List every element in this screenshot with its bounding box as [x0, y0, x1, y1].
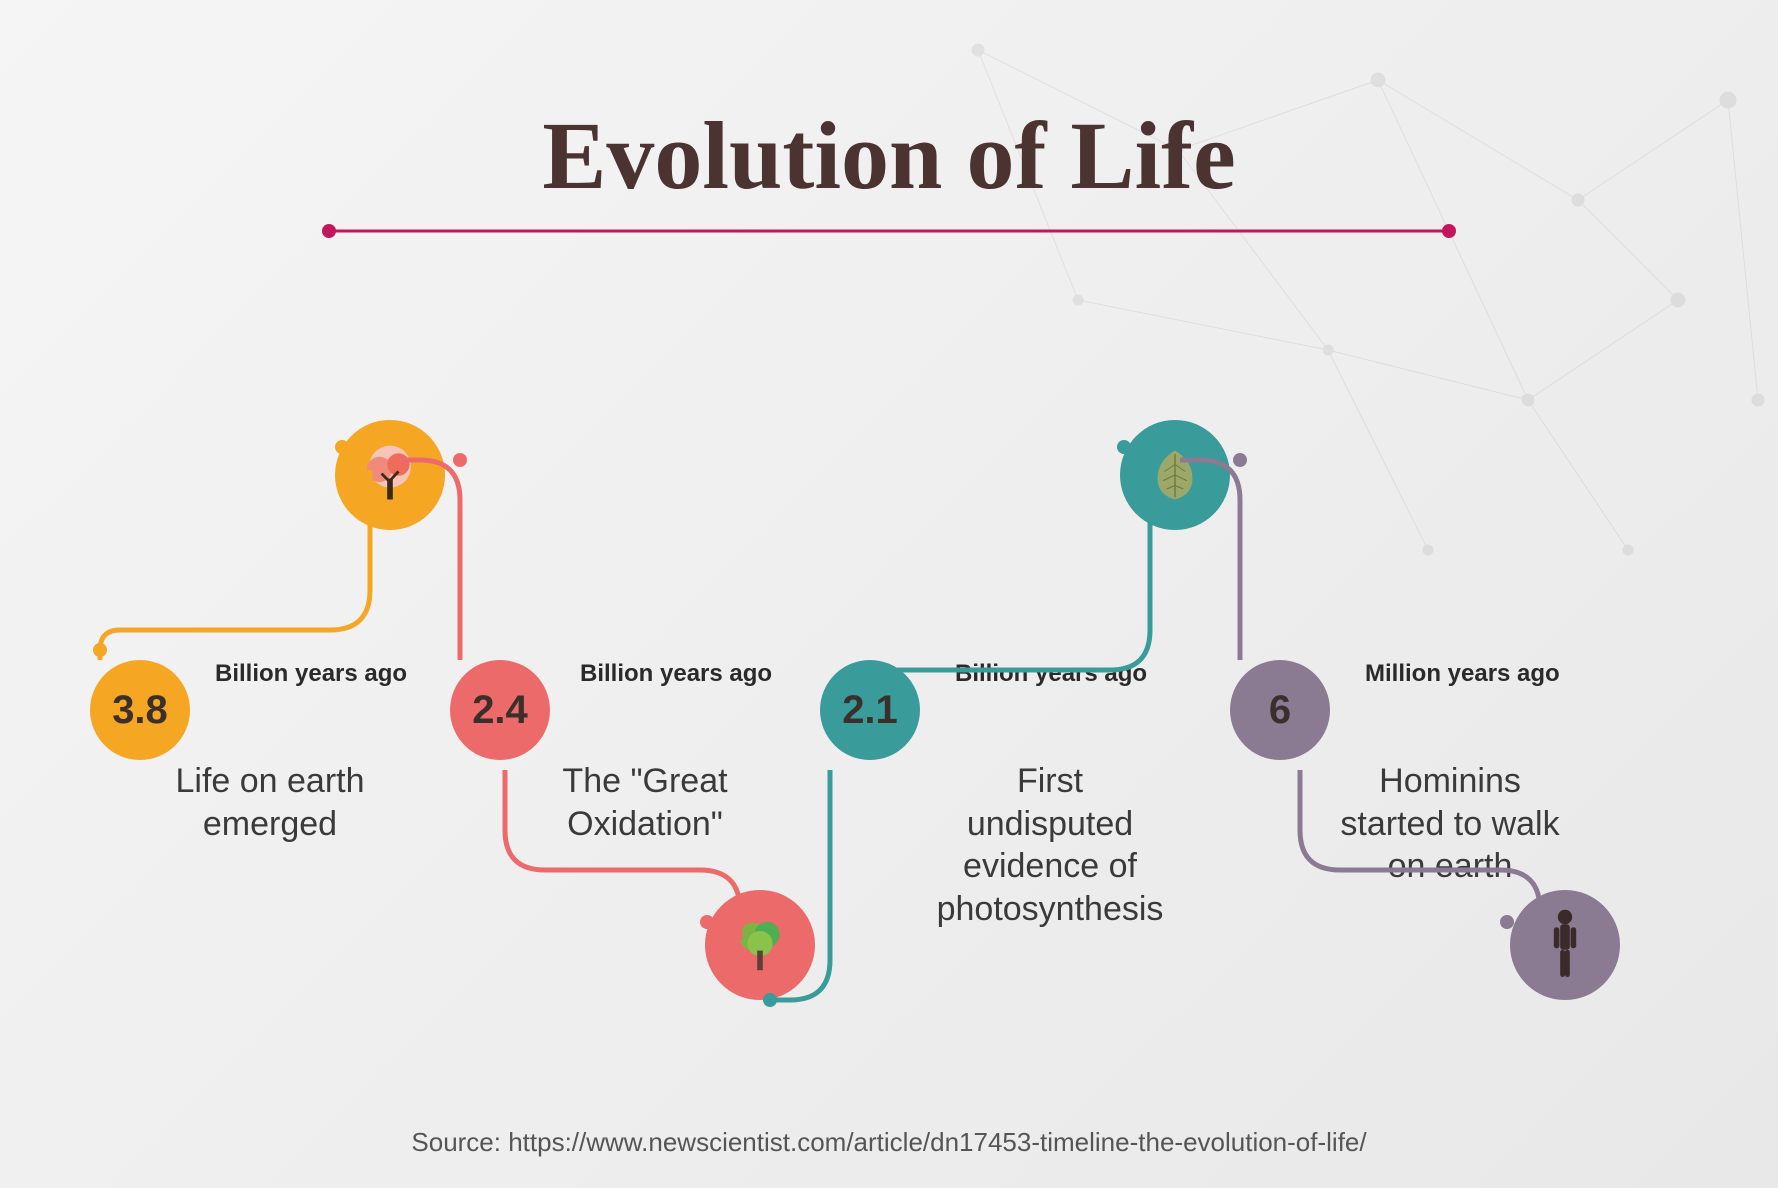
connector-down-3	[0, 400, 1778, 1100]
title-section: Evolution of Life	[0, 0, 1778, 241]
timeline: 3.8Billion years agoLife on earthemerged…	[0, 400, 1778, 1100]
page-title: Evolution of Life	[0, 100, 1778, 211]
connector-dot	[1233, 453, 1247, 467]
connector-dot	[1500, 915, 1514, 929]
source-text: Source: https://www.newscientist.com/art…	[0, 1127, 1778, 1158]
title-underline	[0, 221, 1778, 241]
